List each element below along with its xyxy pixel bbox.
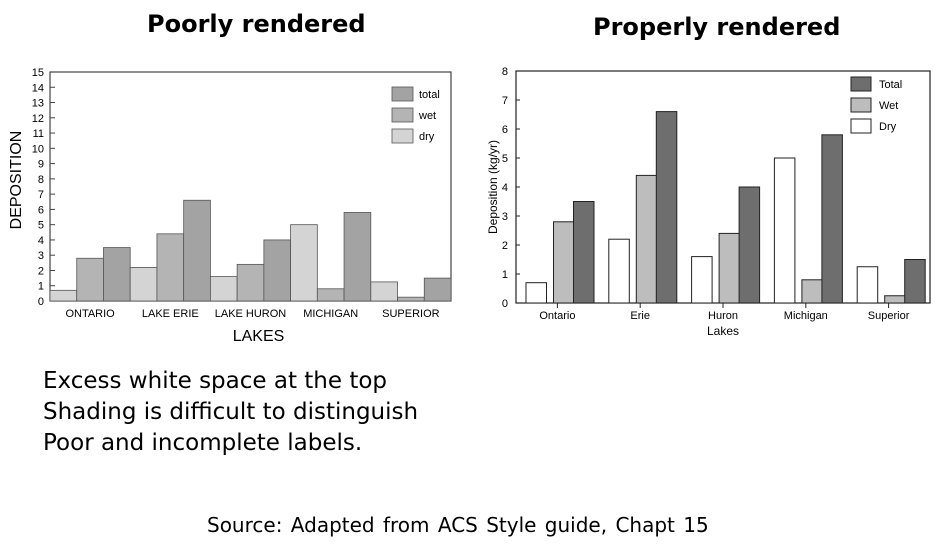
x-tick-label: Huron (708, 310, 738, 322)
x-tick-label: ONTARIO (65, 308, 115, 320)
bar-total (263, 239, 292, 302)
y-tick-label: 0 (502, 298, 508, 310)
bar-wet (236, 263, 265, 302)
bar-total (655, 111, 678, 304)
critique-notes: Excess white space at the top Shading is… (43, 366, 418, 459)
legend-swatch-total (850, 76, 872, 92)
legend-swatch-dry (850, 118, 872, 134)
x-axis-label: LAKES (233, 328, 285, 345)
bar-wet (635, 174, 658, 304)
bar-total (738, 186, 761, 304)
y-tick-label: 12 (32, 113, 44, 125)
bar-dry (773, 157, 796, 304)
y-tick-label: 8 (38, 174, 44, 186)
legend-swatch-dry (391, 128, 414, 144)
y-tick-label: 10 (32, 143, 44, 155)
y-tick-label: 1 (38, 281, 44, 293)
y-tick-label: 2 (38, 265, 44, 277)
y-tick-label: 6 (502, 124, 508, 136)
bar-dry (370, 281, 398, 302)
proper-chart: 0 1 2 3 4 5 6 7 8 Ontario Erie Huron Michigan Superio… (486, 66, 931, 338)
y-tick-label: 4 (502, 182, 508, 194)
bar-wet (801, 279, 823, 304)
y-tick-label: 0 (38, 296, 44, 308)
bar-total (904, 259, 926, 304)
legend-label: Total (879, 79, 902, 91)
legend-label: total (419, 89, 440, 101)
x-tick-label: LAKE HURON (215, 308, 287, 320)
bar-wet (156, 233, 185, 302)
bar-dry (290, 224, 318, 302)
bar-total (183, 199, 211, 302)
bar-wet (718, 232, 741, 304)
y-tick-label: 14 (32, 82, 44, 94)
bar-wet (553, 221, 575, 304)
bar-total (343, 212, 372, 302)
legend-label: wet (418, 110, 436, 122)
y-tick-label: 6 (38, 204, 44, 216)
source-citation: Source: Adapted from ACS Style guide, Ch… (207, 513, 709, 537)
bar-dry (525, 282, 547, 304)
legend-label: Dry (879, 121, 897, 133)
x-tick-label: Ontario (539, 310, 575, 322)
bar-dry (608, 238, 630, 304)
note-line: Excess white space at the top (43, 368, 388, 394)
bar-dry (691, 256, 713, 304)
note-line: Poor and incomplete labels. (43, 430, 363, 456)
y-tick-label: 3 (502, 211, 508, 223)
legend-label: dry (419, 131, 435, 143)
x-tick-label: Superior (868, 310, 910, 322)
right-chart-heading: Properly rendered (593, 13, 841, 41)
x-tick-label: Erie (630, 310, 650, 322)
y-axis-label: Deposition (kg/yr) (486, 140, 500, 234)
y-tick-label: 2 (502, 240, 508, 252)
bar-total (821, 134, 843, 304)
y-tick-label: 5 (38, 220, 44, 232)
x-tick-label: MICHIGAN (303, 308, 358, 320)
bar-dry (209, 276, 238, 302)
left-chart-heading: Poorly rendered (147, 10, 366, 38)
legend-swatch-wet (391, 107, 414, 123)
bar-total (423, 277, 452, 302)
bar-wet (76, 257, 104, 302)
x-tick-label: Michigan (784, 310, 828, 322)
y-tick-label: 9 (38, 159, 44, 171)
bar-total (573, 201, 595, 304)
x-tick-label: LAKE ERIE (142, 308, 199, 320)
note-line: Shading is difficult to distinguish (43, 399, 419, 425)
legend-swatch-wet (850, 97, 872, 113)
y-tick-label: 15 (32, 67, 44, 79)
y-tick-label: 13 (32, 98, 44, 110)
bar-dry (856, 266, 879, 304)
x-tick-label: SUPERIOR (382, 308, 440, 320)
y-axis-label: DEPOSITION (8, 131, 25, 230)
y-tick-label: 4 (38, 235, 44, 247)
y-tick-label: 5 (502, 153, 508, 165)
x-axis-label: Lakes (707, 324, 739, 338)
y-tick-label: 11 (33, 128, 44, 140)
y-tick-label: 7 (38, 189, 44, 201)
legend-swatch-total (391, 86, 414, 102)
y-tick-label: 1 (502, 269, 508, 281)
legend-label: Wet (879, 100, 898, 112)
bar-dry (129, 267, 158, 302)
y-tick-label: 3 (38, 250, 44, 262)
bar-wet (884, 295, 906, 304)
y-tick-label: 7 (502, 95, 508, 107)
y-tick-label: 8 (502, 66, 508, 78)
